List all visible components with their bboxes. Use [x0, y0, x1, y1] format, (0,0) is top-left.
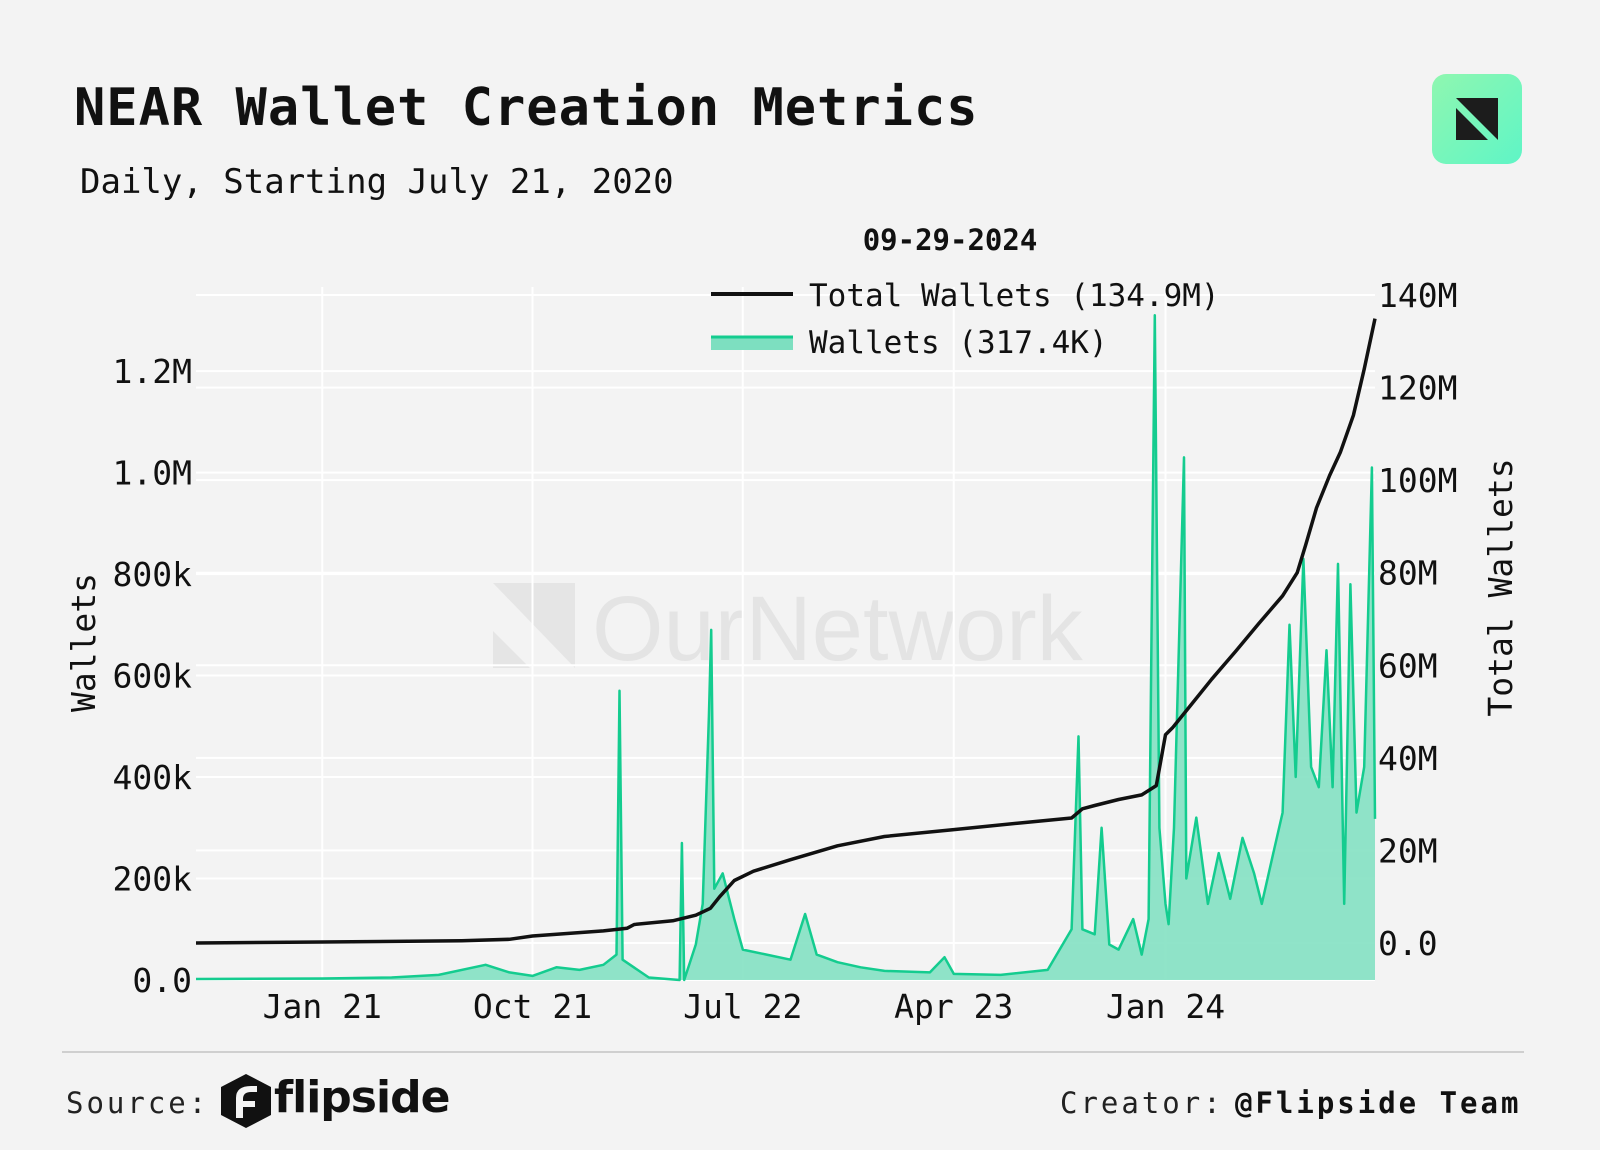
watermark-text: OurNetwork	[592, 578, 1084, 680]
y-right-axis-title: Total Wallets	[1481, 458, 1520, 716]
legend-total-label: Total Wallets (134.9M)	[809, 278, 1220, 314]
y-left-tick-label: 400k	[113, 758, 193, 797]
y-left-tick-label: 200k	[113, 860, 193, 899]
x-tick-label: Oct 21	[473, 987, 592, 1026]
y-left-tick-label: 1.0M	[113, 454, 192, 493]
flipside-logo-icon	[221, 1074, 271, 1128]
chart-title: NEAR Wallet Creation Metrics	[74, 78, 979, 138]
y-left-axis-title: Wallets	[64, 573, 103, 712]
x-tick-label: Apr 23	[894, 987, 1013, 1026]
source-label: Source:	[66, 1086, 210, 1120]
total-wallets-line	[195, 318, 1377, 945]
wallet-creation-chart: OurNetwork Jan 21 Oct 21 Jul 22 Apr 23 Jan 2…	[64, 223, 1520, 1026]
flipside-wordmark[interactable]: flipside	[274, 1072, 450, 1123]
chart-subtitle: Daily, Starting July 21, 2020	[80, 162, 674, 202]
y-right-tick-label: 0.0	[1378, 924, 1438, 963]
y-right-tick-label: 100M	[1378, 461, 1457, 500]
y-right-tick-label: 40M	[1378, 739, 1438, 778]
ournetwork-watermark: OurNetwork	[493, 578, 1084, 680]
x-tick-label: Jan 24	[1106, 987, 1225, 1026]
wallets-line	[195, 314, 1377, 982]
y-left-tick-label: 800k	[113, 555, 193, 594]
y-right-tick-label: 60M	[1378, 646, 1438, 685]
y-right-tick-label: 120M	[1378, 369, 1457, 408]
legend-wallets-swatch	[711, 336, 793, 350]
ournetwork-glyph-icon	[1456, 98, 1498, 140]
creator-name[interactable]: @Flipside Team	[1235, 1086, 1522, 1120]
wallets-area	[196, 315, 1375, 980]
legend-wallets-label: Wallets (317.4K)	[809, 325, 1108, 361]
y-left-tick-label: 0.0	[132, 961, 192, 1000]
footer-divider	[62, 1051, 1524, 1053]
legend-date: 09-29-2024	[863, 223, 1038, 257]
x-tick-label: Jan 21	[263, 987, 382, 1026]
y-left-tick-label: 600k	[113, 657, 193, 696]
ournetwork-logo-icon	[1432, 74, 1522, 164]
x-tick-label: Jul 22	[683, 987, 802, 1026]
creator-label: Creator:	[1060, 1086, 1224, 1120]
y-right-tick-label: 140M	[1378, 276, 1457, 315]
y-left-tick-label: 1.2M	[113, 352, 192, 391]
y-right-tick-label: 20M	[1378, 831, 1438, 870]
y-right-tick-label: 80M	[1378, 554, 1438, 593]
